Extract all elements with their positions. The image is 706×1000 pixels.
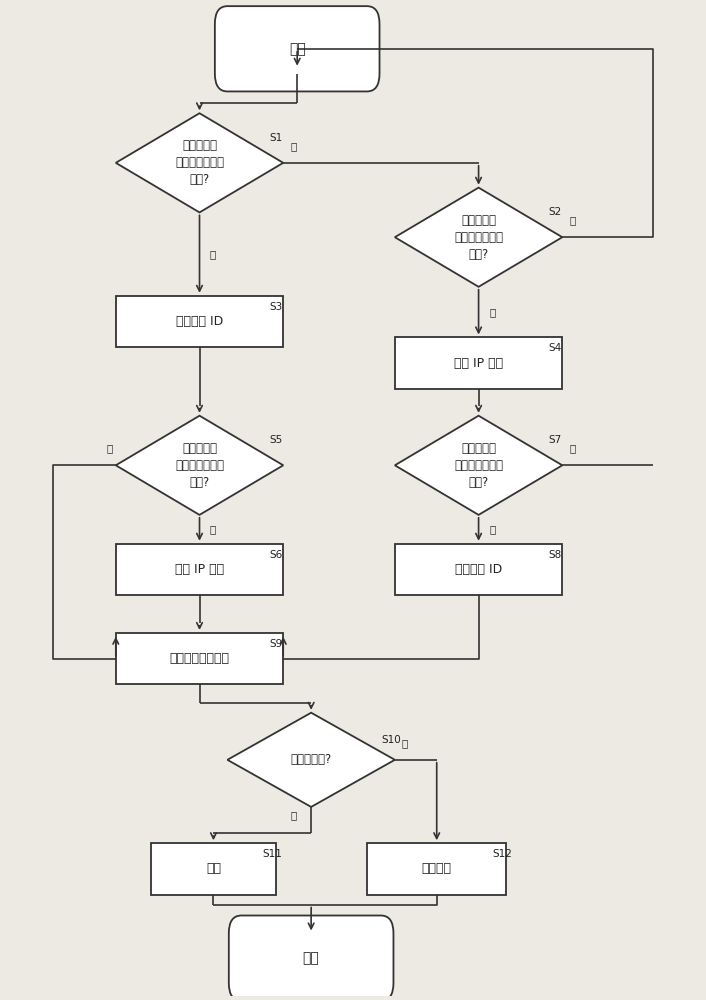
Polygon shape — [116, 113, 283, 212]
Text: 否: 否 — [569, 215, 575, 225]
Text: 传送 IP 地址: 传送 IP 地址 — [454, 357, 503, 370]
Text: 建立了经由
第一近场通信的
连接?: 建立了经由 第一近场通信的 连接? — [175, 139, 224, 186]
Text: 打印: 打印 — [206, 862, 221, 875]
Text: S9: S9 — [269, 639, 282, 649]
Polygon shape — [395, 188, 562, 287]
Text: S7: S7 — [549, 435, 561, 445]
Text: 是: 是 — [489, 524, 496, 534]
Text: 否: 否 — [106, 443, 112, 453]
Text: 建立了经由
第二近场通信的
连接?: 建立了经由 第二近场通信的 连接? — [454, 214, 503, 261]
Text: 是: 是 — [489, 307, 496, 317]
Text: S3: S3 — [269, 302, 282, 312]
Text: 获取用户 ID: 获取用户 ID — [176, 315, 223, 328]
Text: S4: S4 — [549, 343, 561, 353]
FancyBboxPatch shape — [395, 337, 562, 389]
Text: 认证已成功?: 认证已成功? — [290, 753, 332, 766]
Polygon shape — [116, 416, 283, 515]
FancyBboxPatch shape — [116, 296, 283, 347]
Text: S6: S6 — [269, 550, 282, 560]
Text: 否: 否 — [402, 738, 408, 748]
Text: S11: S11 — [263, 849, 282, 859]
Text: 结束: 结束 — [303, 951, 320, 965]
Polygon shape — [395, 416, 562, 515]
Text: S10: S10 — [381, 735, 401, 745]
FancyBboxPatch shape — [367, 843, 506, 895]
FancyBboxPatch shape — [229, 916, 393, 1000]
FancyBboxPatch shape — [395, 544, 562, 595]
FancyBboxPatch shape — [116, 544, 283, 595]
Text: 建立了经由
第二近场通信的
连接?: 建立了经由 第二近场通信的 连接? — [175, 442, 224, 489]
Text: 是: 是 — [210, 249, 216, 259]
Text: S2: S2 — [549, 207, 561, 217]
FancyBboxPatch shape — [215, 6, 380, 91]
Text: S12: S12 — [493, 849, 513, 859]
Text: 否: 否 — [569, 443, 575, 453]
Text: S5: S5 — [269, 435, 282, 445]
Text: 获取用户 ID: 获取用户 ID — [455, 563, 502, 576]
Text: 是: 是 — [210, 524, 216, 534]
Text: 否: 否 — [290, 141, 297, 151]
FancyBboxPatch shape — [150, 843, 276, 895]
Text: S1: S1 — [269, 133, 282, 143]
Text: 建立了经由
第一近场通信的
连接?: 建立了经由 第一近场通信的 连接? — [454, 442, 503, 489]
Text: 接收打印指示信息: 接收打印指示信息 — [169, 652, 229, 665]
Text: S8: S8 — [549, 550, 561, 560]
Text: 保持打印: 保持打印 — [421, 862, 452, 875]
Text: 是: 是 — [291, 810, 297, 820]
Text: 开始: 开始 — [289, 42, 306, 56]
Polygon shape — [227, 713, 395, 807]
FancyBboxPatch shape — [116, 633, 283, 684]
Text: 传送 IP 地址: 传送 IP 地址 — [175, 563, 224, 576]
